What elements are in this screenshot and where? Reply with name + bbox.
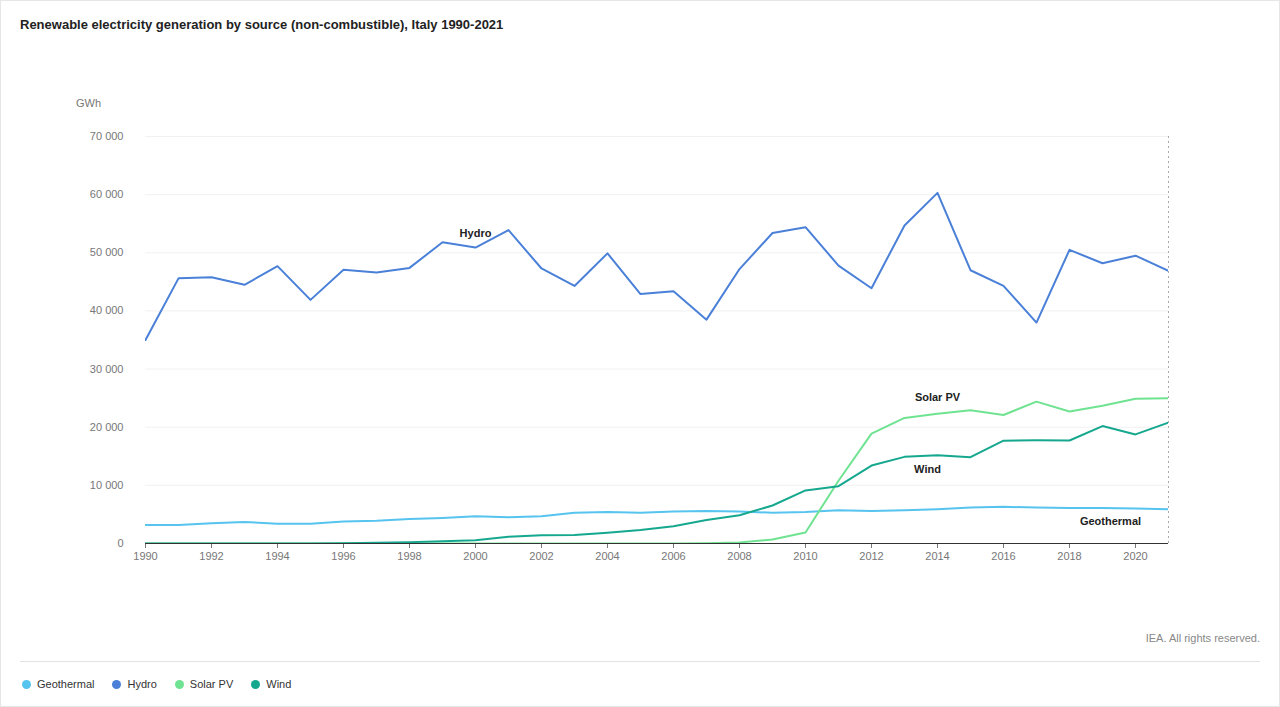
html-text:Geothermal: Geothermal — [37, 678, 95, 690]
svg-text:1994: 1994 — [265, 550, 289, 562]
svg-text:2008: 2008 — [727, 550, 751, 562]
svg-text:0: 0 — [117, 537, 123, 549]
html-text:Solar PV: Solar PV — [189, 678, 234, 690]
html-text:Renewable electricity generati: Renewable electricity generation by sour… — [20, 17, 504, 32]
html-text:Hydro: Hydro — [127, 678, 157, 690]
svg-text:1992: 1992 — [199, 550, 223, 562]
svg-text:Geothermal: Geothermal — [1080, 515, 1141, 527]
svg-text:Wind: Wind — [914, 463, 941, 475]
svg-text:30 000: 30 000 — [90, 363, 124, 375]
svg-text:1990: 1990 — [133, 550, 157, 562]
svg-text:2006: 2006 — [661, 550, 685, 562]
svg-text:2020: 2020 — [1123, 550, 1147, 562]
svg-text:2018: 2018 — [1057, 550, 1081, 562]
svg-text:40 000: 40 000 — [90, 304, 124, 316]
svg-text:60 000: 60 000 — [90, 188, 124, 200]
svg-text:1996: 1996 — [331, 550, 355, 562]
svg-text:70 000: 70 000 — [90, 130, 124, 142]
svg-text:2000: 2000 — [463, 550, 487, 562]
html-text:IEA. All rights reserved.: IEA. All rights reserved. — [1145, 632, 1260, 644]
svg-text:20 000: 20 000 — [90, 421, 124, 433]
svg-text:1998: 1998 — [397, 550, 421, 562]
svg-text:2004: 2004 — [595, 550, 619, 562]
svg-text:2010: 2010 — [793, 550, 817, 562]
svg-text:50 000: 50 000 — [90, 246, 124, 258]
svg-text:Solar PV: Solar PV — [915, 391, 961, 403]
svg-text:Hydro: Hydro — [460, 227, 492, 239]
svg-text:2016: 2016 — [991, 550, 1015, 562]
svg-text:2014: 2014 — [925, 550, 949, 562]
svg-text:10 000: 10 000 — [90, 479, 124, 491]
svg-text:2012: 2012 — [859, 550, 883, 562]
html-text:Wind: Wind — [266, 678, 292, 690]
svg-text:2002: 2002 — [529, 550, 553, 562]
html-text:GWh: GWh — [76, 97, 102, 109]
